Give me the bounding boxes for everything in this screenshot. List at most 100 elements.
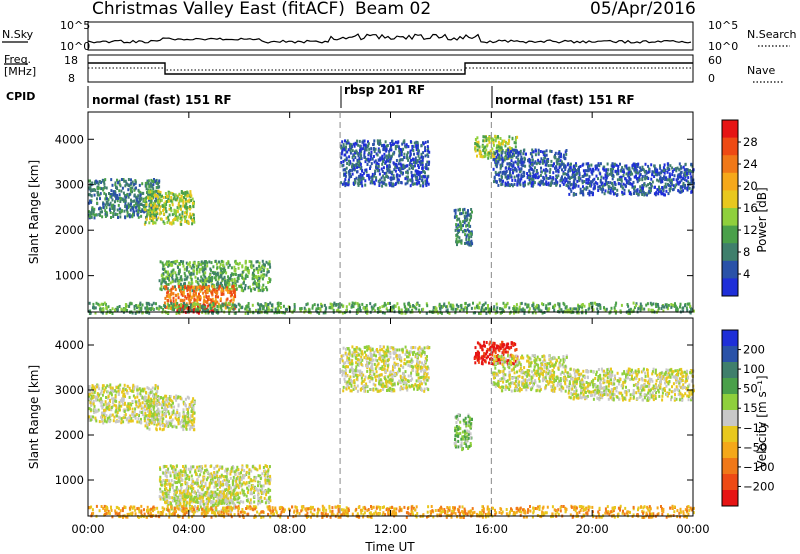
power-cell-region-1 [156, 205, 159, 209]
power-cell-region-5 [293, 309, 296, 313]
power-cell-region-5 [474, 311, 476, 315]
power-cell-region-7 [470, 235, 473, 239]
power-cell-region-9 [607, 168, 610, 172]
power-cell-region-0 [146, 191, 148, 194]
power-cell-region-1 [185, 212, 188, 216]
power-cell-region-2 [237, 274, 240, 277]
power-cell-region-1 [172, 193, 175, 197]
power-cell-region-5 [692, 309, 695, 313]
power-cell-region-10 [495, 159, 497, 163]
power-cell-region-8 [494, 139, 497, 143]
power-cell-region-9 [685, 179, 688, 183]
power-cell-region-0 [106, 213, 109, 217]
power-cell-region-0 [104, 215, 107, 218]
power-cell-region-0 [127, 195, 130, 199]
power-cell-region-0 [89, 215, 91, 218]
power-cell-region-5 [320, 305, 323, 308]
power-cell-region-7 [468, 235, 471, 239]
power-cell-region-6 [426, 153, 429, 157]
power-cell-region-2 [164, 280, 167, 284]
power-cell-region-6 [365, 148, 368, 152]
power-cell-region-2 [190, 266, 193, 270]
power-cell-region-9 [608, 191, 611, 195]
power-cell-region-2 [183, 282, 186, 286]
power-cell-region-9 [572, 186, 574, 190]
power-cell-region-5 [464, 301, 467, 305]
power-cell-region-5 [373, 304, 376, 308]
power-cell-region-6 [392, 184, 395, 188]
velocity-cell-region-0 [93, 390, 96, 394]
power-cell-region-5 [637, 307, 640, 311]
power-cell-region-2 [172, 268, 175, 272]
power-cell-region-0 [127, 204, 130, 208]
power-cell-region-0 [145, 181, 148, 185]
power-cell-region-5 [262, 305, 265, 309]
power-cell-region-6 [391, 143, 394, 146]
power-cell-region-6 [372, 142, 375, 146]
power-cell-region-5 [311, 306, 314, 310]
power-cell-region-1 [159, 205, 162, 209]
figure-title: Christmas Valley East (fitACF) [92, 0, 345, 19]
power-cell-region-6 [366, 174, 369, 177]
power-cell-region-10 [492, 158, 495, 162]
power-cell-region-0 [89, 179, 91, 183]
power-cell-region-2 [268, 280, 271, 284]
power-cell-region-5 [524, 302, 527, 306]
power-cell-region-6 [379, 158, 382, 162]
power-cell-region-2 [220, 274, 222, 278]
mode-label-3: normal (fast) 151 RF [495, 93, 635, 107]
power-cell-region-9 [585, 181, 588, 185]
power-cell-region-9 [572, 167, 575, 171]
power-cell-region-9 [684, 183, 687, 187]
velocity-cell-region-0 [137, 388, 140, 392]
velocity-cell-region-0 [101, 417, 104, 421]
power-cell-region-5 [162, 307, 165, 311]
power-cell-region-2 [181, 284, 184, 288]
power-cell-region-8 [476, 143, 479, 147]
velocity-cell-region-0 [139, 410, 142, 414]
power-cell-region-5 [303, 306, 306, 310]
power-cell-region-6 [364, 148, 366, 152]
power-cell-region-5 [527, 304, 530, 308]
power-cell-region-6 [357, 176, 360, 180]
power-cell-region-7 [460, 241, 463, 245]
power-cell-region-6 [427, 149, 430, 153]
power-cell-region-2 [159, 260, 162, 264]
power-cell-region-2 [185, 261, 188, 265]
velocity-cell-region-0 [92, 390, 95, 394]
power-cell-region-10 [501, 156, 504, 160]
power-cell-region-5 [232, 303, 235, 307]
power-cell-region-10 [545, 176, 548, 180]
power-cell-region-9 [636, 165, 639, 168]
power-cell-region-6 [371, 177, 374, 181]
power-cell-region-0 [124, 179, 127, 183]
power-cell-region-2 [216, 266, 219, 270]
power-cell-region-2 [227, 265, 230, 269]
power-cell-region-2 [182, 260, 185, 264]
power-cell-region-9 [685, 172, 688, 175]
power-cell-region-1 [144, 208, 147, 212]
power-cell-region-1 [161, 204, 164, 208]
power-cell-region-0 [133, 210, 136, 214]
power-cell-region-10 [516, 180, 519, 183]
power-cell-region-1 [151, 194, 154, 198]
power-cell-region-9 [570, 176, 573, 179]
power-cell-region-6 [353, 144, 356, 148]
power-cell-region-0 [116, 213, 119, 216]
power-cell-region-5 [580, 311, 583, 315]
power-cell-region-6 [356, 165, 358, 169]
power-cell-region-9 [587, 177, 590, 181]
power-cell-region-2 [161, 277, 164, 281]
power-cell-region-6 [373, 160, 376, 164]
power-cell-region-5 [445, 305, 448, 309]
power-cell-region-2 [227, 283, 230, 287]
power-cell-region-5 [114, 308, 116, 312]
power-cell-region-10 [535, 162, 538, 166]
power-cell-region-10 [526, 174, 529, 178]
power-cell-region-5 [472, 311, 475, 315]
power-cell-region-10 [529, 161, 532, 165]
power-cell-region-2 [225, 271, 228, 275]
power-cell-region-9 [625, 164, 628, 168]
power-cell-region-6 [400, 181, 403, 184]
power-cell-region-1 [182, 204, 185, 208]
